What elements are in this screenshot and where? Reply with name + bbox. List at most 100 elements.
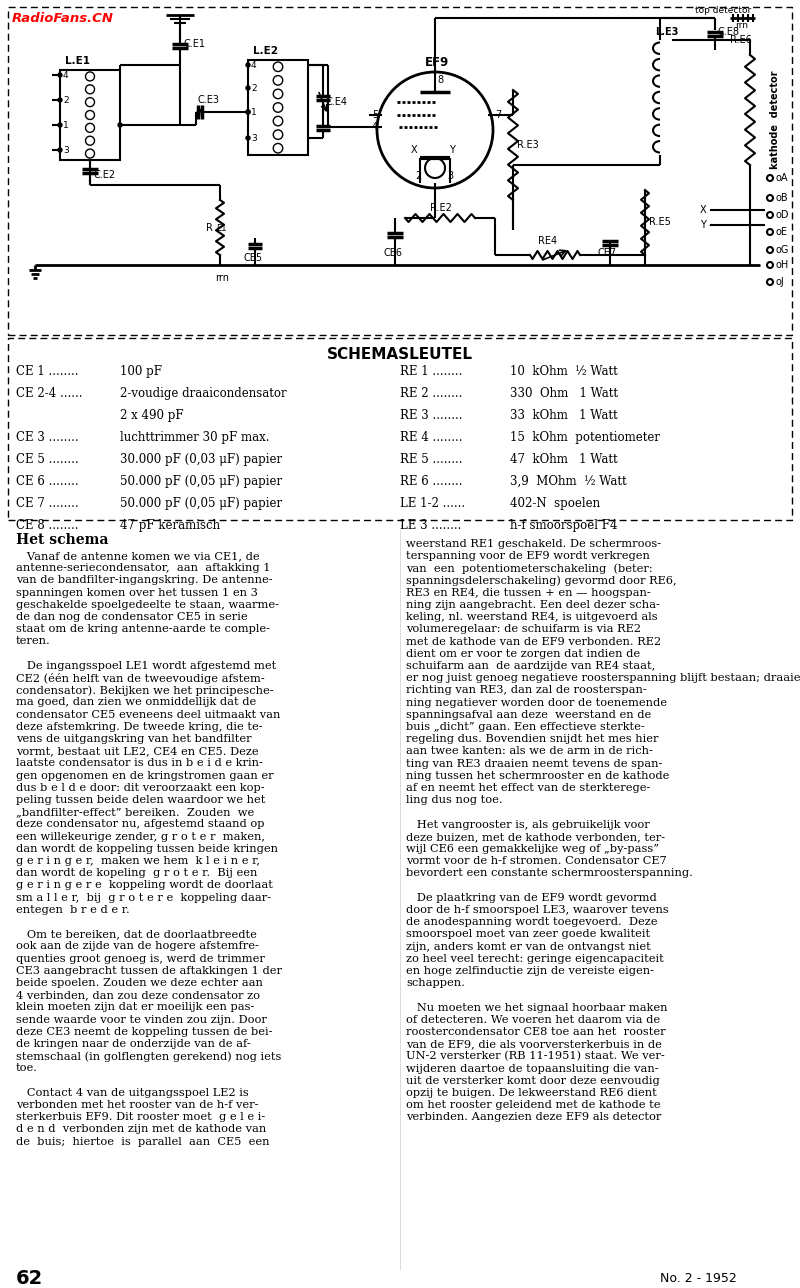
Text: CE6: CE6 [383,249,402,258]
Text: RE 6 ........: RE 6 ........ [400,474,462,487]
Text: 3: 3 [447,171,453,182]
Text: 8: 8 [437,75,443,85]
Text: Vanaf de antenne komen we via CE1, de: Vanaf de antenne komen we via CE1, de [16,551,260,562]
Text: kathode  detector: kathode detector [770,71,780,169]
Text: de anodespanning wordt toegevoerd.  Deze: de anodespanning wordt toegevoerd. Deze [406,917,658,927]
Text: smoorspoel moet van zeer goede kwaliteit: smoorspoel moet van zeer goede kwaliteit [406,930,650,939]
Text: CE 7 ........: CE 7 ........ [16,496,78,510]
Circle shape [377,72,493,188]
Text: 30.000 pF (0,03 μF) papier: 30.000 pF (0,03 μF) papier [120,452,282,465]
Circle shape [767,247,773,252]
Text: 2: 2 [251,84,257,93]
Text: g e r i n g e r e  koppeling wordt de doorlaat: g e r i n g e r e koppeling wordt de doo… [16,881,273,890]
Text: vormt, bestaat uit LE2, CE4 en CE5. Deze: vormt, bestaat uit LE2, CE4 en CE5. Deze [16,746,258,756]
Text: gen opgenomen en de kringstromen gaan er: gen opgenomen en de kringstromen gaan er [16,770,274,781]
Text: 33  kOhm   1 Watt: 33 kOhm 1 Watt [510,408,618,421]
Text: RE 3 ........: RE 3 ........ [400,408,462,421]
Text: De ingangsspoel LE1 wordt afgestemd met: De ingangsspoel LE1 wordt afgestemd met [16,661,276,671]
Text: RE3 en RE4, die tussen + en — hoogspan-: RE3 en RE4, die tussen + en — hoogspan- [406,587,650,598]
Text: d e n d  verbonden zijn met de kathode van: d e n d verbonden zijn met de kathode va… [16,1124,266,1135]
Circle shape [767,229,773,234]
Circle shape [86,149,94,158]
Text: 3: 3 [63,146,69,155]
Circle shape [58,73,62,77]
Text: oA: oA [776,173,789,183]
Text: De plaatkring van de EF9 wordt gevormd: De plaatkring van de EF9 wordt gevormd [406,893,657,903]
Text: dient om er voor te zorgen dat indien de: dient om er voor te zorgen dat indien de [406,649,640,658]
Text: schuifarm aan  de aardzijde van RE4 staat,: schuifarm aan de aardzijde van RE4 staat… [406,661,655,671]
Circle shape [86,137,94,146]
Text: Contact 4 van de uitgangsspoel LE2 is: Contact 4 van de uitgangsspoel LE2 is [16,1088,249,1097]
Circle shape [86,85,94,94]
Circle shape [274,62,282,72]
Text: zijn, anders komt er van de ontvangst niet: zijn, anders komt er van de ontvangst ni… [406,942,650,952]
Text: richting van RE3, dan zal de roosterspan-: richting van RE3, dan zal de roosterspan… [406,685,646,696]
Text: deze CE3 neemt de koppeling tussen de bei-: deze CE3 neemt de koppeling tussen de be… [16,1027,273,1037]
Text: L.E3: L.E3 [655,27,678,37]
Circle shape [246,109,250,115]
Circle shape [246,86,250,90]
Text: sm a l l e r,  bij  g r o t e r e  koppeling daar-: sm a l l e r, bij g r o t e r e koppelin… [16,893,271,903]
Text: en hoge zelfinductie zijn de vereiste eigen-: en hoge zelfinductie zijn de vereiste ei… [406,966,654,976]
Text: CE 2-4 ......: CE 2-4 ...... [16,386,82,399]
Text: E1: E1 [216,224,226,233]
Circle shape [274,89,282,99]
Text: CE3 aangebracht tussen de aftakkingen 1 der: CE3 aangebracht tussen de aftakkingen 1 … [16,966,282,976]
Text: R.E2: R.E2 [430,204,452,213]
Text: luchttrimmer 30 pF max.: luchttrimmer 30 pF max. [120,430,270,443]
Text: UN-2 versterker (RB 11-1951) staat. We ver-: UN-2 versterker (RB 11-1951) staat. We v… [406,1051,665,1061]
Text: 2-voudige draaicondensator: 2-voudige draaicondensator [120,386,286,399]
Text: Y —: Y — [700,220,718,231]
Text: uit de versterker komt door deze eenvoudig: uit de versterker komt door deze eenvoud… [406,1075,660,1086]
Circle shape [274,116,282,126]
Text: h-f smoorspoel F4: h-f smoorspoel F4 [510,519,618,532]
Text: verbinden. Aangezien deze EF9 als detector: verbinden. Aangezien deze EF9 als detect… [406,1113,662,1122]
Text: CE 3 ........: CE 3 ........ [16,430,78,443]
Text: No. 2 - 1952: No. 2 - 1952 [660,1271,737,1284]
Text: peling tussen beide delen waardoor we het: peling tussen beide delen waardoor we he… [16,795,266,805]
Text: bevordert een constante schermroosterspanning.: bevordert een constante schermroosterspa… [406,868,693,878]
Circle shape [86,72,94,81]
Text: de  buis;  hiertoe  is  parallel  aan  CE5  een: de buis; hiertoe is parallel aan CE5 een [16,1136,270,1146]
Text: rrn: rrn [735,21,748,30]
Text: ook aan de zijde van de hogere afstemfre-: ook aan de zijde van de hogere afstemfre… [16,942,259,952]
Text: CE 8 ........: CE 8 ........ [16,519,78,532]
Text: toe.: toe. [16,1064,38,1073]
Bar [60,70,120,160]
Text: oD: oD [776,210,790,220]
Text: SCHEMASLEUTEL: SCHEMASLEUTEL [327,346,473,362]
Text: spanningen komen over het tussen 1 en 3: spanningen komen over het tussen 1 en 3 [16,587,258,598]
Text: dan wordt de kopeling  g r o t e r.  Bij een: dan wordt de kopeling g r o t e r. Bij e… [16,868,258,878]
Text: 50.000 pF (0,05 μF) papier: 50.000 pF (0,05 μF) papier [120,496,282,510]
Text: staat om de kring antenne-aarde te comple-: staat om de kring antenne-aarde te compl… [16,625,270,634]
Text: quenties groot genoeg is, werd de trimmer: quenties groot genoeg is, werd de trimme… [16,953,265,963]
Text: spanningsdelerschakeling) gevormd door RE6,: spanningsdelerschakeling) gevormd door R… [406,576,677,586]
Circle shape [767,175,773,182]
Text: af en neemt het effect van de sterkterege-: af en neemt het effect van de sterktereg… [406,783,650,793]
Text: wijl CE6 een gemakkelijke weg of „by-pass”: wijl CE6 een gemakkelijke weg of „by-pas… [406,844,659,854]
Text: RE4: RE4 [538,236,557,246]
Text: CE7: CE7 [598,249,617,258]
Text: 100 pF: 100 pF [120,365,162,377]
Text: EF9: EF9 [425,55,450,68]
Text: oJ: oJ [776,277,785,287]
Circle shape [86,98,94,107]
Text: oE: oE [776,227,788,237]
Text: 4: 4 [372,122,378,131]
Text: RE 1 ........: RE 1 ........ [400,365,462,377]
Text: RE 2 ........: RE 2 ........ [400,386,462,399]
Text: 330  Ohm   1 Watt: 330 Ohm 1 Watt [510,386,618,399]
Text: aan twee kanten: als we de arm in de rich-: aan twee kanten: als we de arm in de ric… [406,747,653,756]
Circle shape [767,261,773,268]
Text: CE 6 ........: CE 6 ........ [16,474,78,487]
Text: RE 4 ........: RE 4 ........ [400,430,462,443]
Text: CE5: CE5 [243,252,262,263]
Circle shape [58,148,62,152]
Text: g e r i n g e r,  maken we hem  k l e i n e r,: g e r i n g e r, maken we hem k l e i n … [16,857,260,866]
Text: roostercondensator CE8 toe aan het  rooster: roostercondensator CE8 toe aan het roost… [406,1027,666,1037]
Text: de dan nog de condensator CE5 in serie: de dan nog de condensator CE5 in serie [16,612,248,622]
Circle shape [767,194,773,201]
Text: 2: 2 [63,95,69,104]
Circle shape [86,124,94,133]
Text: Y: Y [449,146,455,155]
